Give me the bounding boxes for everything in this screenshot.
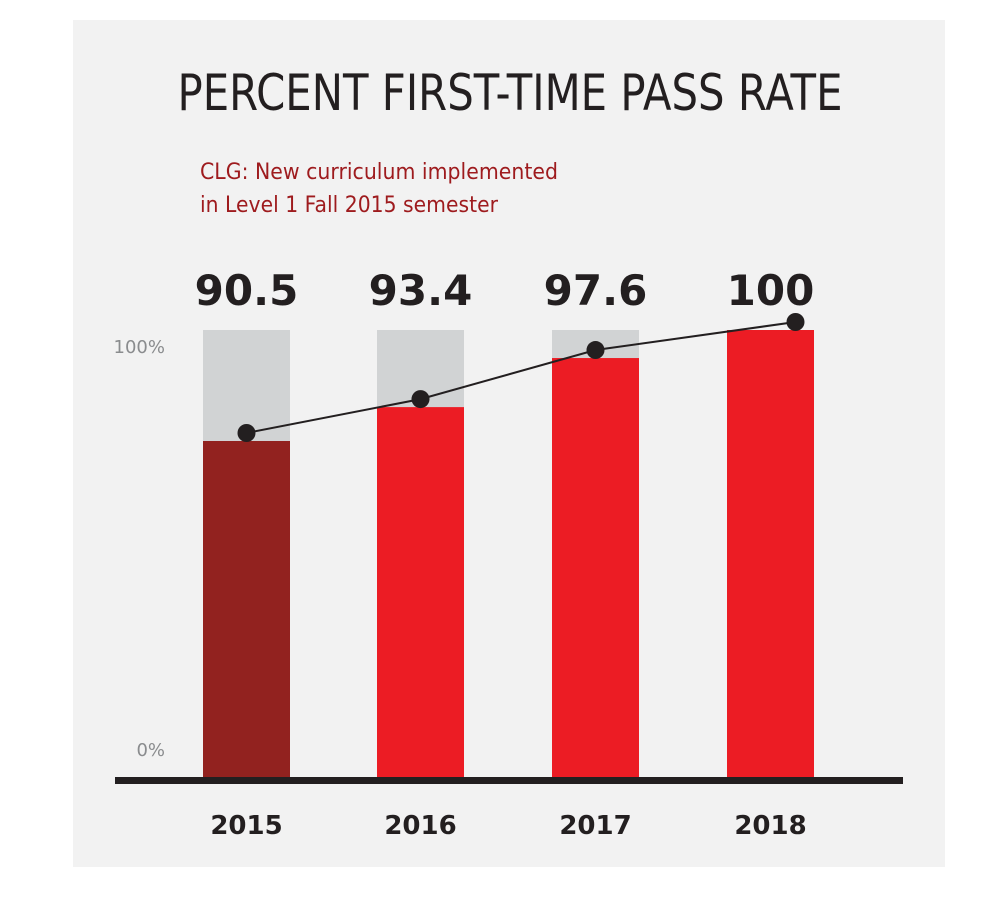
y-tick-labels: 0% 100% <box>114 337 165 761</box>
value-label-2018: 100 <box>727 266 815 315</box>
value-label-2017: 97.6 <box>544 266 648 315</box>
trend-marker-2015 <box>237 424 256 442</box>
bar-2016 <box>377 407 464 778</box>
bars <box>203 330 814 778</box>
category-label-2015: 2015 <box>210 811 282 841</box>
bar-2018 <box>727 330 814 778</box>
value-label-2015: 90.5 <box>195 266 299 315</box>
annotation-line-1: CLG: New curriculum implemented <box>200 160 558 185</box>
bar-2017 <box>552 358 639 778</box>
category-label-2016: 2016 <box>384 811 456 841</box>
trend-marker-2016 <box>411 390 430 409</box>
category-label-2017: 2017 <box>559 811 631 841</box>
bar-2015 <box>203 441 290 778</box>
chart-title: PERCENT FIRST-TIME PASS RATE <box>178 64 843 122</box>
trend-marker-2017 <box>586 341 605 360</box>
y-tick-label-0: 0% <box>136 740 165 761</box>
annotation-line-2: in Level 1 Fall 2015 semester <box>200 193 499 218</box>
trend-line <box>237 313 805 442</box>
y-tick-label-100: 100% <box>114 337 165 358</box>
category-label-2018: 2018 <box>734 811 806 841</box>
trend-marker-2018 <box>786 313 805 331</box>
value-label-2016: 93.4 <box>369 266 473 315</box>
x-axis-baseline <box>115 777 903 784</box>
trend-line-path <box>246 321 796 434</box>
category-labels: 2015 2016 2017 2018 <box>210 811 806 841</box>
value-labels: 90.5 93.4 97.6 100 <box>195 266 815 315</box>
